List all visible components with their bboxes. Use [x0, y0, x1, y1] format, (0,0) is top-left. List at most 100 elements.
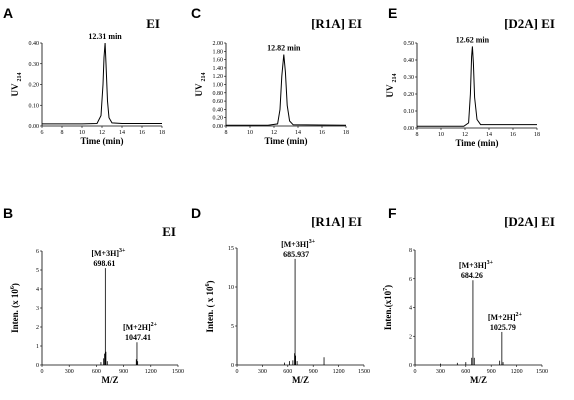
ion-mz-label: 685.937 — [283, 250, 309, 259]
panel-letter: D — [191, 205, 201, 221]
x-tick-label: 1500 — [172, 369, 184, 375]
y-tick-label: 0 — [231, 363, 234, 369]
peak-label: 12.62 min — [456, 35, 490, 44]
ion-label: [M+2H]2+ — [488, 312, 523, 322]
x-tick-label: 10 — [247, 130, 253, 136]
chart-title: [D2A] EI — [504, 214, 555, 229]
y-tick-label: 6 — [409, 277, 412, 283]
panel-letter: B — [3, 205, 13, 221]
ion-label: [M+3H]3+ — [459, 260, 494, 270]
y-axis-label: Inten. (x 106) — [10, 283, 20, 333]
y-tick-label: 2 — [409, 334, 412, 340]
y-tick-label: 4 — [409, 306, 412, 312]
y-tick-label: 0 — [36, 363, 39, 369]
chromatogram-trace — [417, 46, 537, 127]
x-tick-label: 0 — [414, 369, 417, 375]
x-tick-label: 16 — [319, 130, 325, 136]
ion-mz-label: 1047.41 — [125, 333, 151, 342]
x-tick-label: 10 — [438, 132, 444, 138]
y-tick-label: 0.30 — [404, 75, 415, 81]
y-tick-label: 0.00 — [213, 124, 224, 130]
y-tick-label: 0.40 — [213, 107, 224, 113]
chart-title: [R1A] EI — [311, 16, 362, 31]
panel-letter: F — [388, 205, 397, 221]
x-tick-label: 900 — [487, 369, 496, 375]
peak-label: 12.31 min — [88, 32, 122, 41]
x-tick-label: 0 — [41, 369, 44, 375]
x-tick-label: 18 — [159, 130, 165, 136]
y-tick-label: 0 — [409, 363, 412, 369]
x-axis-label: Time (min) — [455, 138, 498, 148]
x-axis-label: M/Z — [102, 375, 119, 385]
chromatogram-trace — [42, 42, 162, 125]
x-tick-label: 600 — [461, 369, 470, 375]
x-tick-label: 0 — [236, 369, 239, 375]
y-tick-label: 1.20 — [213, 74, 224, 80]
x-axis-label: M/Z — [292, 375, 309, 385]
panel-letter: A — [3, 5, 13, 21]
y-tick-label: 1.80 — [213, 49, 224, 55]
y-tick-label: 0.20 — [404, 92, 415, 98]
panel-c: C [R1A] EI 0.00 0.20 0.40 0.60 0.80 1.00 1.20 1.4… — [191, 5, 362, 146]
y-tick-label: 0.00 — [29, 124, 40, 130]
x-tick-label: 18 — [534, 132, 540, 138]
x-tick-label: 8 — [61, 130, 64, 136]
panel-f: F [D2A] EI 0 2 4 6 8 0 300 600 900 1200 1500 M/Z Inten… — [383, 205, 555, 385]
y-tick-label: 0.20 — [213, 116, 224, 122]
panel-letter: C — [191, 5, 201, 21]
y-tick-label: 15 — [228, 246, 234, 252]
y-axis-label: UV214 — [194, 73, 207, 97]
ion-label: [M+3H]3+ — [281, 239, 316, 249]
y-tick-label: 0.40 — [404, 58, 415, 64]
x-tick-label: 12 — [462, 132, 468, 138]
y-tick-label: 0.10 — [29, 103, 40, 109]
y-tick-label: 0.40 — [29, 41, 40, 47]
x-tick-label: 1200 — [333, 369, 345, 375]
x-tick-label: 14 — [486, 132, 492, 138]
x-tick-label: 300 — [65, 369, 74, 375]
x-tick-label: 600 — [283, 369, 292, 375]
ion-mz-label: 1025.79 — [490, 323, 516, 332]
y-tick-label: 0.00 — [404, 126, 415, 132]
x-tick-label: 8 — [416, 132, 419, 138]
chart-title: [D2A] EI — [504, 16, 555, 31]
x-tick-label: 1200 — [511, 369, 523, 375]
y-tick-label: 5 — [231, 324, 234, 330]
y-axis-label: UV214 — [385, 74, 398, 98]
x-tick-label: 900 — [309, 369, 318, 375]
x-tick-label: 300 — [436, 369, 445, 375]
y-tick-label: 0.60 — [213, 99, 224, 105]
peak-label: 12.82 min — [267, 44, 301, 53]
chromatogram-trace — [226, 54, 347, 126]
panel-d: D [R1A] EI 0 5 10 15 0 300 600 900 1200 1500 M/Z Inte… — [191, 205, 370, 385]
x-tick-label: 300 — [258, 369, 267, 375]
ion-mz-label: 698.61 — [93, 259, 115, 268]
y-tick-label: 5 — [36, 268, 39, 274]
y-tick-label: 1.60 — [213, 58, 224, 64]
panel-b: B EI 0 1 2 3 4 5 6 0 300 600 900 1200 1500 M/Z Inten. (x… — [3, 205, 184, 385]
x-axis-label: Time (min) — [80, 136, 123, 146]
chart-title: [R1A] EI — [311, 214, 362, 229]
x-tick-label: 1200 — [145, 369, 157, 375]
y-tick-label: 0.20 — [29, 83, 40, 89]
x-tick-label: 1500 — [358, 369, 370, 375]
x-tick-label: 900 — [119, 369, 128, 375]
y-tick-label: 1 — [36, 344, 39, 350]
y-tick-label: 3 — [36, 306, 39, 312]
y-tick-label: 4 — [36, 287, 39, 293]
y-axis-label: Inten.(x107) — [383, 285, 393, 330]
y-tick-label: 10 — [228, 285, 234, 291]
x-tick-label: 10 — [79, 130, 85, 136]
panel-e: E [D2A] EI 0.00 0.10 0.20 0.30 0.40 0.50 8 10 12 14… — [385, 5, 555, 148]
y-tick-label: 0.10 — [404, 109, 415, 115]
y-tick-label: 1.40 — [213, 66, 224, 72]
x-tick-label: 8 — [225, 130, 228, 136]
y-tick-label: 1.00 — [213, 83, 224, 89]
x-tick-label: 600 — [92, 369, 101, 375]
chart-title: EI — [146, 16, 160, 31]
x-tick-label: 16 — [139, 130, 145, 136]
ion-mz-label: 684.26 — [461, 271, 483, 280]
x-tick-label: 6 — [41, 130, 44, 136]
y-axis-label: Inten. ( x 106) — [205, 280, 215, 332]
